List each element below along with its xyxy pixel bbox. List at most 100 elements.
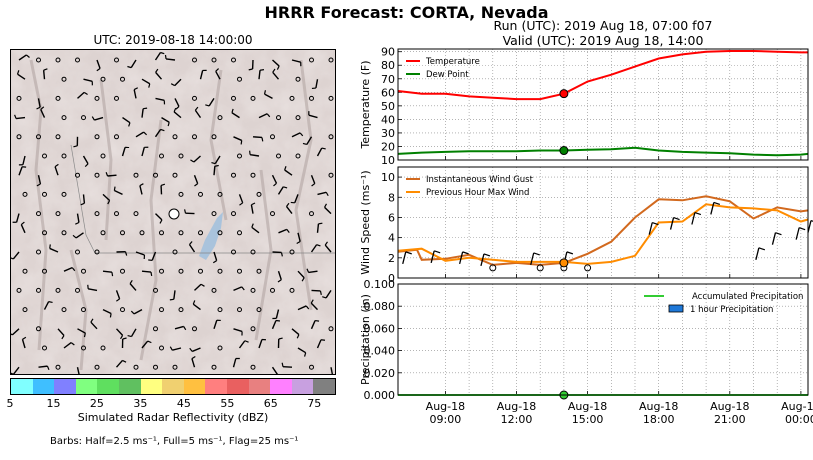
wind-barb xyxy=(285,206,293,215)
wind-barb-flag xyxy=(240,140,243,145)
calm-wind-circle xyxy=(81,307,86,313)
wind-barb-flag xyxy=(280,252,283,257)
wind-barb-flag xyxy=(319,290,322,295)
calm-wind-circle xyxy=(94,172,100,178)
colorbar-swatch xyxy=(54,379,76,394)
wind-barb xyxy=(249,153,260,157)
y-tick-label: 30 xyxy=(381,127,395,140)
calm-wind-circle xyxy=(55,211,61,217)
wind-barb-flag xyxy=(83,91,88,96)
wind-barb-flag xyxy=(758,247,766,251)
wind-barb xyxy=(291,328,300,336)
calm-wind-circle xyxy=(309,211,314,217)
calm-wind-circle xyxy=(211,287,217,293)
wind-barb xyxy=(272,71,280,80)
wind-barb xyxy=(63,342,72,349)
wind-barb-flag xyxy=(133,87,139,91)
calm-wind-circle xyxy=(100,76,106,82)
wind-barb xyxy=(271,174,278,184)
wind-barb-flag xyxy=(263,90,267,95)
wind-barb xyxy=(194,109,202,119)
wind-barb-flag xyxy=(160,128,165,132)
calm-wind-circle xyxy=(159,153,164,159)
calm-wind-circle xyxy=(231,211,236,217)
calm-wind-circle xyxy=(295,153,301,159)
calm-wind-circle xyxy=(237,268,242,274)
wind-barb xyxy=(141,108,144,118)
wind-barb xyxy=(76,213,80,223)
x-tick-label: Aug-18 xyxy=(497,400,536,413)
wind-barb-flag xyxy=(324,203,328,208)
calm-wind-circle xyxy=(178,191,184,197)
wind-barb xyxy=(294,194,299,204)
wind-barb-flag xyxy=(286,202,290,207)
y-tick-label: 40 xyxy=(381,113,395,126)
wind-barb xyxy=(306,136,313,145)
wind-barb xyxy=(174,98,180,107)
wind-barb xyxy=(130,328,137,337)
x-tick-label: Aug-18 xyxy=(568,400,607,413)
y-tick-label: 50 xyxy=(381,100,395,113)
wind-barb-flag xyxy=(673,216,680,221)
wind-barb xyxy=(755,247,760,260)
wind-barb-flag xyxy=(90,318,94,323)
colorbar-swatch xyxy=(140,379,163,394)
calm-wind-circle xyxy=(61,115,67,121)
wind-barb xyxy=(233,328,243,333)
wind-barb xyxy=(311,289,321,292)
wind-barb-flag xyxy=(14,114,17,119)
wind-barb-flag xyxy=(286,229,290,233)
calm-wind-circle xyxy=(16,134,22,140)
calm-wind-circle xyxy=(295,76,301,82)
calm-wind-circle xyxy=(94,95,100,101)
calm-wind-circle xyxy=(42,191,47,197)
calm-wind-circle xyxy=(61,153,67,159)
wind-barb-flag xyxy=(281,362,284,367)
wind-barb-flag xyxy=(70,342,75,346)
wind-barb-flag xyxy=(120,335,124,340)
wind-barb xyxy=(82,155,89,165)
calm-wind-circle xyxy=(309,57,314,63)
wind-barb xyxy=(648,222,653,235)
wind-barb-flag xyxy=(169,298,174,301)
calm-wind-circle xyxy=(114,57,119,63)
x-tick-label: Aug-19 xyxy=(781,400,813,413)
wind-barb-flag xyxy=(299,132,304,137)
wind-barb xyxy=(272,59,280,67)
calm-wind-circle xyxy=(139,230,145,236)
plot-area xyxy=(398,284,808,395)
calm-wind-circle xyxy=(250,326,256,332)
wind-barb-flag xyxy=(160,51,165,55)
plot-area xyxy=(398,49,808,160)
calm-wind-circle xyxy=(250,287,256,293)
calm-wind-circle xyxy=(217,345,223,351)
wind-barb xyxy=(310,244,318,253)
calm-wind-circle xyxy=(133,211,139,217)
wind-barb xyxy=(275,309,280,319)
colorbar-tick-label: 15 xyxy=(46,397,61,410)
wind-barb xyxy=(77,91,85,99)
wind-barb-flag xyxy=(75,221,80,225)
wind-barb xyxy=(154,128,162,138)
calm-wind-circle xyxy=(198,268,203,274)
wind-barb xyxy=(15,116,26,120)
calm-wind-circle xyxy=(584,264,592,272)
calm-wind-circle xyxy=(36,287,41,293)
wind-barb-flag xyxy=(130,310,135,315)
wind-barb xyxy=(155,97,165,102)
wind-barb xyxy=(214,155,221,165)
legend-swatch xyxy=(668,304,684,313)
series-line-previous-hour-max-wind xyxy=(397,203,809,265)
wind-barb xyxy=(291,59,301,63)
x-tick-label: Aug-18 xyxy=(710,400,749,413)
colorbar-tick-label: 25 xyxy=(89,397,104,410)
wind-barb-flag xyxy=(107,200,111,205)
calm-wind-circle xyxy=(36,134,41,140)
wind-barb-flag xyxy=(315,319,320,322)
calm-wind-circle xyxy=(237,76,242,82)
calm-wind-circle xyxy=(100,230,106,236)
calm-wind-circle xyxy=(489,264,497,272)
wind-barb-flag xyxy=(127,334,132,338)
calm-wind-circle xyxy=(133,172,139,178)
